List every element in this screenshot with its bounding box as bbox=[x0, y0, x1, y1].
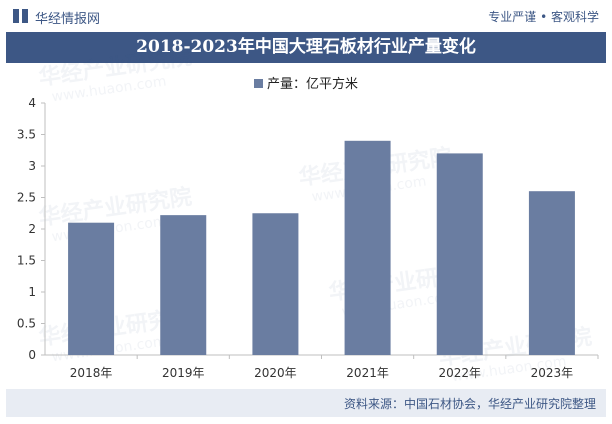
x-tick-label: 2023年 bbox=[531, 366, 574, 380]
logo-icon bbox=[13, 9, 28, 23]
x-tick-label: 2018年 bbox=[70, 366, 113, 380]
chart-title: 2018-2023年中国大理石板材行业产量变化 bbox=[6, 32, 606, 63]
bar bbox=[528, 191, 575, 355]
slogan: 专业严谨 • 客观科学 bbox=[488, 10, 599, 24]
brand-name: 华经情报网 bbox=[35, 12, 101, 27]
bar bbox=[344, 140, 391, 355]
y-tick-label: 4 bbox=[28, 96, 36, 110]
top-bar: 华经情报网 专业严谨 • 客观科学 bbox=[0, 0, 612, 32]
legend: 产量：亿平方米 bbox=[0, 73, 612, 92]
y-tick-label: 0 bbox=[28, 348, 36, 362]
y-tick-label: 2 bbox=[28, 222, 36, 236]
y-tick-label: 3.5 bbox=[17, 128, 36, 142]
source-note: 资料来源：中国石材协会，华经产业研究院整理 bbox=[343, 397, 596, 411]
y-tick-label: 0.5 bbox=[17, 317, 36, 331]
x-tick-label: 2019年 bbox=[162, 366, 205, 380]
footer: 资料来源：中国石材协会，华经产业研究院整理 bbox=[6, 389, 606, 417]
bar bbox=[68, 222, 115, 355]
y-tick-label: 1 bbox=[28, 285, 36, 299]
y-tick-label: 1.5 bbox=[17, 254, 36, 268]
x-tick-label: 2021年 bbox=[346, 366, 389, 380]
x-tick-label: 2020年 bbox=[254, 366, 297, 380]
y-tick-label: 3 bbox=[28, 159, 36, 173]
bar bbox=[436, 153, 483, 355]
legend-label: 产量：亿平方米 bbox=[266, 77, 358, 92]
bar bbox=[252, 213, 299, 355]
x-tick-label: 2022年 bbox=[438, 366, 481, 380]
y-tick-label: 2.5 bbox=[17, 191, 36, 205]
bar bbox=[160, 215, 207, 355]
legend-swatch bbox=[253, 79, 263, 88]
watermark: 华经产业研究院www.huaon.com华经产业研究院www.huaon.com… bbox=[37, 44, 593, 386]
